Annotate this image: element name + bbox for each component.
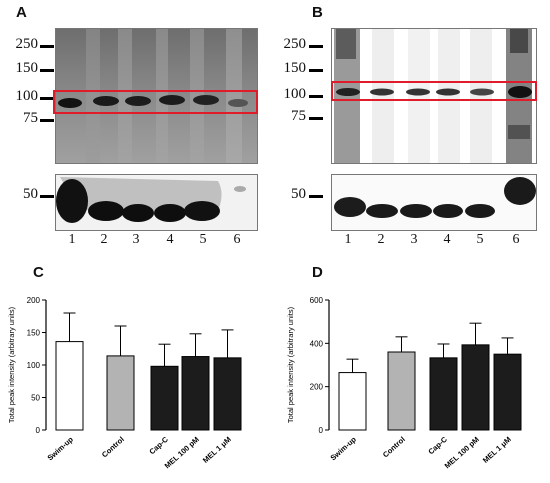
x-tick-label: Control: [100, 435, 126, 460]
bar: [429, 357, 458, 431]
bar: [106, 355, 135, 431]
mw-tick: [309, 117, 323, 120]
bar: [338, 372, 367, 431]
y-tick-label: 200: [310, 383, 324, 392]
y-axis-label: Total peak intensity (arbitrary units): [286, 306, 295, 423]
x-tick-label: MEL 1 μM: [201, 435, 233, 465]
panel-letter-a: A: [16, 4, 27, 21]
x-tick-label: Swim-up: [46, 435, 76, 463]
bar: [181, 356, 210, 431]
mw-tick: [309, 45, 323, 48]
bar: [55, 341, 84, 431]
mw-tick: [40, 119, 54, 122]
highlight-box-a: [53, 90, 258, 114]
y-tick-label: 50: [31, 394, 40, 403]
lane-label: 3: [410, 232, 418, 247]
bar: [493, 353, 522, 431]
x-tick-label: Cap-C: [147, 434, 170, 456]
y-tick-label: 400: [310, 339, 324, 348]
lane-label: 2: [377, 232, 385, 247]
mw-label-100: 100: [15, 88, 39, 104]
lane-label: 5: [199, 232, 207, 247]
mw-label-50: 50: [23, 186, 38, 202]
mw-label-150: 150: [283, 60, 307, 76]
mw-tick: [40, 69, 54, 72]
mw-tick: [40, 195, 54, 198]
y-tick-label: 150: [27, 329, 41, 338]
bar-chart-c: Total peak intensity (arbitrary units) 0 5…: [7, 296, 242, 470]
y-tick-label: 100: [27, 361, 41, 370]
bar: [150, 365, 179, 431]
lane-label: 6: [233, 232, 241, 247]
y-tick-label: 0: [36, 426, 41, 435]
lane-label: 1: [68, 232, 76, 247]
mw-tick: [309, 69, 323, 72]
blot-b-upper-membrane: [331, 28, 537, 164]
bar-chart-d: Total peak intensity (arbitrary units) 0 2…: [286, 296, 522, 471]
y-tick-label: 0: [319, 426, 324, 435]
mw-label-100: 100: [283, 86, 307, 102]
panel-letter-d: D: [312, 264, 323, 281]
mw-tick: [40, 45, 54, 48]
x-tick-label: MEL 1 μM: [481, 435, 513, 465]
lane-label: 3: [132, 232, 140, 247]
lane-label: 2: [100, 232, 108, 247]
mw-tick: [309, 195, 323, 198]
bar: [213, 357, 242, 431]
mw-tick: [309, 95, 323, 98]
lane-label: 4: [166, 232, 174, 247]
lane-label: 5: [476, 232, 484, 247]
lane-label: 1: [344, 232, 352, 247]
x-tick-label: Cap-C: [426, 434, 449, 456]
mw-label-250: 250: [283, 36, 307, 52]
y-axis-label: Total peak intensity (arbitrary units): [7, 306, 16, 423]
x-tick-label: MEL 100 pM: [443, 435, 481, 471]
mw-label-50: 50: [291, 186, 306, 202]
panel-letter-c: C: [33, 264, 44, 281]
mw-label-150: 150: [15, 60, 39, 76]
x-tick-label: Swim-up: [329, 435, 359, 463]
lane-label: 4: [443, 232, 451, 247]
highlight-box-b: [331, 81, 537, 101]
mw-label-250: 250: [15, 36, 39, 52]
lane-label: 6: [512, 232, 520, 247]
mw-label-75: 75: [23, 110, 38, 126]
bar: [387, 351, 416, 431]
blot-b-lower-membrane: [331, 174, 537, 231]
mw-label-75: 75: [291, 108, 306, 124]
blot-a-upper-membrane: [55, 28, 258, 164]
panel-letter-b: B: [312, 4, 323, 21]
y-tick-label: 600: [310, 296, 324, 305]
x-tick-label: Control: [381, 435, 407, 460]
y-tick-label: 200: [27, 296, 41, 305]
bar: [461, 344, 490, 431]
mw-tick: [40, 97, 54, 100]
blot-a-lower-membrane: [55, 174, 258, 231]
